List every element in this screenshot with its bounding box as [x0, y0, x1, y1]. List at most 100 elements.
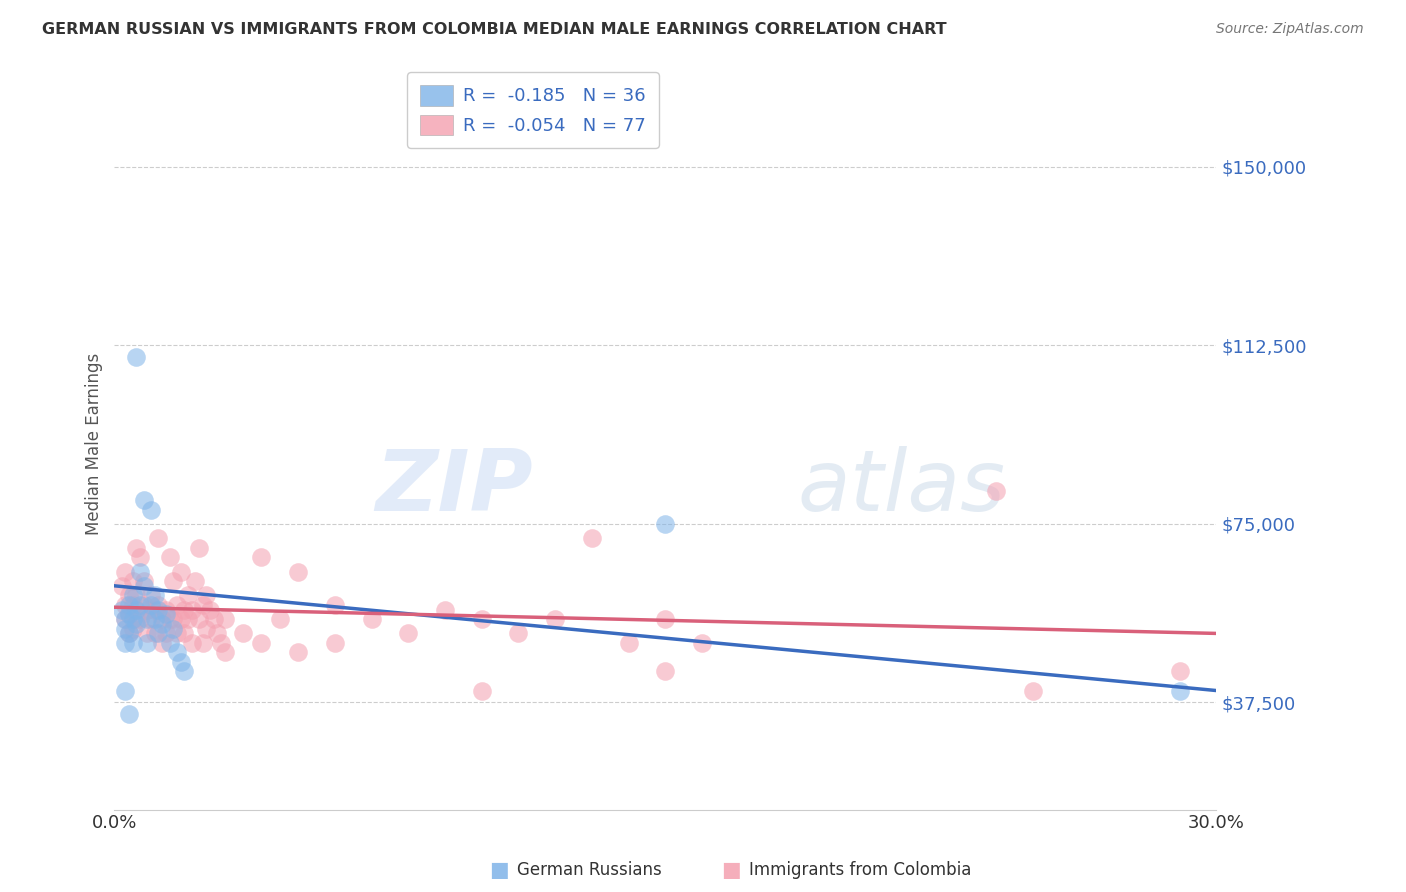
- Point: [195, 622, 218, 636]
- Point: [1021, 683, 1043, 698]
- Point: [184, 574, 207, 588]
- Point: [136, 612, 159, 626]
- Point: [169, 655, 191, 669]
- Point: [207, 626, 229, 640]
- Point: [125, 602, 148, 616]
- Point: [150, 612, 173, 626]
- Point: [121, 588, 143, 602]
- Point: [132, 579, 155, 593]
- Point: [195, 588, 218, 602]
- Point: [177, 588, 200, 602]
- Point: [162, 574, 184, 588]
- Point: [132, 574, 155, 588]
- Point: [139, 612, 162, 626]
- Point: [654, 516, 676, 531]
- Point: [129, 612, 152, 626]
- Point: [287, 645, 309, 659]
- Point: [121, 622, 143, 636]
- Point: [114, 565, 136, 579]
- Point: [136, 602, 159, 616]
- Point: [471, 612, 494, 626]
- Point: [114, 622, 136, 636]
- Point: [125, 541, 148, 555]
- Point: [125, 351, 148, 365]
- Point: [159, 636, 181, 650]
- Text: Immigrants from Colombia: Immigrants from Colombia: [749, 861, 972, 879]
- Text: ■: ■: [489, 860, 509, 880]
- Point: [150, 616, 173, 631]
- Point: [287, 565, 309, 579]
- Point: [654, 612, 676, 626]
- Point: [114, 598, 136, 612]
- Point: [159, 612, 181, 626]
- Point: [169, 565, 191, 579]
- Point: [269, 612, 291, 626]
- Point: [173, 602, 195, 616]
- Point: [143, 612, 166, 626]
- Text: Source: ZipAtlas.com: Source: ZipAtlas.com: [1216, 22, 1364, 37]
- Point: [166, 645, 188, 659]
- Point: [169, 612, 191, 626]
- Point: [114, 683, 136, 698]
- Point: [118, 588, 141, 602]
- Point: [136, 636, 159, 650]
- Y-axis label: Median Male Earnings: Median Male Earnings: [86, 352, 103, 534]
- Point: [159, 550, 181, 565]
- Point: [187, 541, 209, 555]
- Point: [202, 612, 225, 626]
- Point: [125, 616, 148, 631]
- Point: [148, 598, 170, 612]
- Point: [148, 626, 170, 640]
- Point: [162, 622, 184, 636]
- Point: [508, 626, 530, 640]
- Point: [191, 598, 214, 612]
- Point: [129, 550, 152, 565]
- Point: [360, 612, 382, 626]
- Point: [250, 636, 273, 650]
- Point: [250, 550, 273, 565]
- Point: [143, 602, 166, 616]
- Point: [173, 665, 195, 679]
- Point: [155, 607, 177, 622]
- Point: [111, 602, 134, 616]
- Point: [150, 636, 173, 650]
- Point: [214, 645, 236, 659]
- Point: [118, 607, 141, 622]
- Text: ZIP: ZIP: [375, 446, 533, 529]
- Point: [984, 483, 1007, 498]
- Point: [118, 607, 141, 622]
- Point: [180, 602, 202, 616]
- Text: GERMAN RUSSIAN VS IMMIGRANTS FROM COLOMBIA MEDIAN MALE EARNINGS CORRELATION CHAR: GERMAN RUSSIAN VS IMMIGRANTS FROM COLOMB…: [42, 22, 946, 37]
- Point: [581, 531, 603, 545]
- Point: [129, 565, 152, 579]
- Point: [121, 636, 143, 650]
- Point: [114, 612, 136, 626]
- Point: [166, 626, 188, 640]
- Point: [177, 612, 200, 626]
- Point: [155, 602, 177, 616]
- Point: [180, 636, 202, 650]
- Point: [690, 636, 713, 650]
- Point: [114, 612, 136, 626]
- Text: German Russians: German Russians: [517, 861, 662, 879]
- Point: [187, 612, 209, 626]
- Point: [132, 598, 155, 612]
- Point: [111, 579, 134, 593]
- Point: [155, 626, 177, 640]
- Point: [617, 636, 640, 650]
- Point: [166, 598, 188, 612]
- Point: [148, 602, 170, 616]
- Point: [232, 626, 254, 640]
- Point: [121, 598, 143, 612]
- Point: [118, 626, 141, 640]
- Point: [139, 502, 162, 516]
- Point: [209, 636, 232, 650]
- Point: [143, 626, 166, 640]
- Point: [173, 626, 195, 640]
- Point: [121, 612, 143, 626]
- Point: [471, 683, 494, 698]
- Point: [433, 602, 456, 616]
- Point: [118, 707, 141, 722]
- Point: [198, 602, 221, 616]
- Point: [191, 636, 214, 650]
